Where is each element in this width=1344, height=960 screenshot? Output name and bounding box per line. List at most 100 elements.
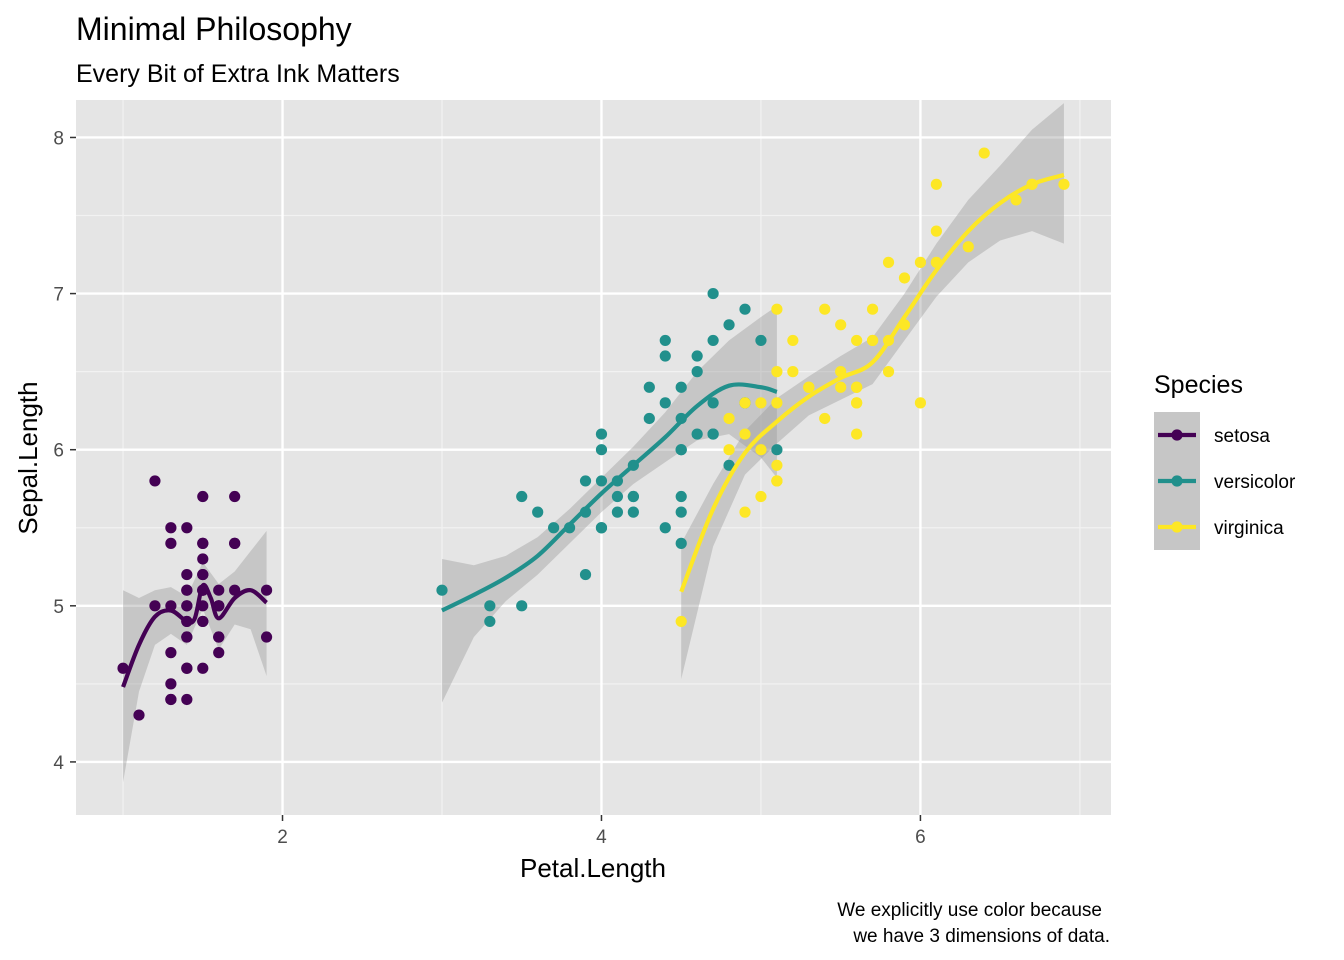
setosa-point bbox=[181, 600, 193, 612]
smooth-lines bbox=[121, 172, 1065, 688]
setosa-point bbox=[229, 537, 241, 549]
versicolor-point bbox=[755, 334, 767, 347]
setosa-point bbox=[197, 537, 209, 549]
setosa-point bbox=[149, 600, 161, 612]
versicolor-point bbox=[436, 584, 448, 596]
y-tick-label: 5 bbox=[53, 597, 64, 618]
versicolor-point bbox=[675, 506, 687, 518]
versicolor-smooth-line bbox=[441, 382, 778, 613]
caption-line-2: we have 3 dimensions of data. bbox=[852, 926, 1110, 947]
versicolor-point bbox=[707, 287, 719, 300]
legend-label-versicolor: versicolor bbox=[1214, 472, 1296, 493]
versicolor-point bbox=[675, 537, 687, 549]
virginica-point bbox=[739, 397, 751, 409]
setosa-point bbox=[197, 568, 209, 581]
versicolor-point bbox=[707, 334, 719, 347]
setosa-point bbox=[181, 568, 193, 581]
y-tick-label: 4 bbox=[53, 753, 64, 774]
x-tick-label: 4 bbox=[596, 827, 607, 848]
versicolor-confidence-band bbox=[441, 306, 777, 703]
plot-panel bbox=[76, 100, 1111, 815]
virginica-point bbox=[675, 615, 687, 628]
versicolor-point bbox=[691, 350, 703, 362]
versicolor-point bbox=[771, 444, 783, 456]
setosa-point bbox=[213, 647, 225, 659]
versicolor-point bbox=[659, 397, 671, 409]
virginica-point bbox=[851, 397, 863, 409]
setosa-point bbox=[165, 647, 177, 659]
setosa-point bbox=[117, 662, 129, 674]
versicolor-point bbox=[611, 506, 624, 518]
virginica-point bbox=[771, 459, 783, 471]
virginica-point bbox=[1058, 178, 1070, 190]
virginica-point bbox=[898, 272, 911, 284]
versicolor-point bbox=[675, 490, 687, 503]
virginica-point bbox=[930, 178, 942, 190]
major-gridlines bbox=[76, 100, 1111, 815]
y-axis: 4 5 6 7 8 bbox=[53, 128, 76, 774]
y-tick-label: 6 bbox=[53, 441, 64, 462]
y-tick-label: 8 bbox=[53, 128, 64, 149]
legend-label-virginica: virginica bbox=[1214, 518, 1284, 539]
setosa-point bbox=[165, 522, 177, 534]
virginica-smooth-line bbox=[679, 172, 1065, 593]
chart-subtitle: Every Bit of Extra Ink Matters bbox=[76, 60, 400, 88]
setosa-point bbox=[213, 584, 225, 596]
setosa-point bbox=[197, 615, 209, 628]
x-axis: 2 4 6 bbox=[277, 815, 926, 848]
versicolor-point bbox=[532, 506, 544, 518]
x-tick-label: 6 bbox=[915, 827, 926, 848]
setosa-point bbox=[197, 490, 209, 503]
versicolor-point bbox=[484, 600, 496, 612]
virginica-point bbox=[978, 147, 990, 159]
versicolor-point bbox=[516, 490, 528, 503]
versicolor-point bbox=[611, 490, 624, 503]
virginica-point bbox=[819, 303, 831, 315]
legend-title: Species bbox=[1154, 371, 1243, 399]
virginica-point bbox=[866, 334, 879, 347]
setosa-point bbox=[229, 584, 241, 596]
versicolor-point bbox=[579, 475, 592, 487]
virginica-point bbox=[851, 381, 863, 393]
virginica-point bbox=[835, 319, 847, 331]
versicolor-point bbox=[643, 381, 655, 393]
versicolor-point bbox=[707, 428, 719, 440]
setosa-point bbox=[260, 631, 273, 643]
setosa-point bbox=[181, 584, 193, 596]
setosa-point bbox=[181, 693, 193, 706]
legend-point-setosa bbox=[1171, 429, 1183, 441]
y-tick-label: 7 bbox=[53, 285, 64, 306]
versicolor-point bbox=[691, 428, 703, 440]
versicolor-point bbox=[595, 444, 608, 456]
virginica-point bbox=[962, 241, 974, 253]
virginica-point bbox=[771, 303, 783, 315]
virginica-point bbox=[755, 444, 767, 456]
setosa-point bbox=[181, 662, 193, 674]
virginica-point bbox=[930, 225, 942, 237]
virginica-point bbox=[771, 366, 783, 378]
versicolor-point bbox=[595, 475, 608, 487]
caption-line-1: We explicitly use color because bbox=[837, 900, 1102, 921]
virginica-point bbox=[739, 506, 751, 518]
versicolor-point bbox=[659, 522, 671, 534]
virginica-point bbox=[755, 490, 767, 503]
setosa-point bbox=[165, 693, 177, 706]
versicolor-point bbox=[707, 397, 719, 409]
virginica-point bbox=[755, 397, 767, 409]
setosa-point bbox=[260, 584, 273, 596]
virginica-point bbox=[787, 366, 799, 378]
versicolor-point bbox=[675, 381, 687, 393]
virginica-point bbox=[914, 397, 927, 409]
versicolor-point bbox=[739, 303, 751, 315]
x-tick-label: 2 bbox=[277, 827, 288, 848]
virginica-point bbox=[739, 428, 751, 440]
versicolor-point bbox=[723, 459, 735, 471]
versicolor-point bbox=[516, 600, 528, 612]
virginica-point bbox=[851, 334, 863, 347]
minor-gridlines bbox=[76, 100, 1111, 815]
virginica-point bbox=[882, 366, 895, 378]
virginica-point bbox=[914, 256, 927, 268]
versicolor-point bbox=[627, 490, 639, 503]
versicolor-point bbox=[659, 334, 671, 347]
